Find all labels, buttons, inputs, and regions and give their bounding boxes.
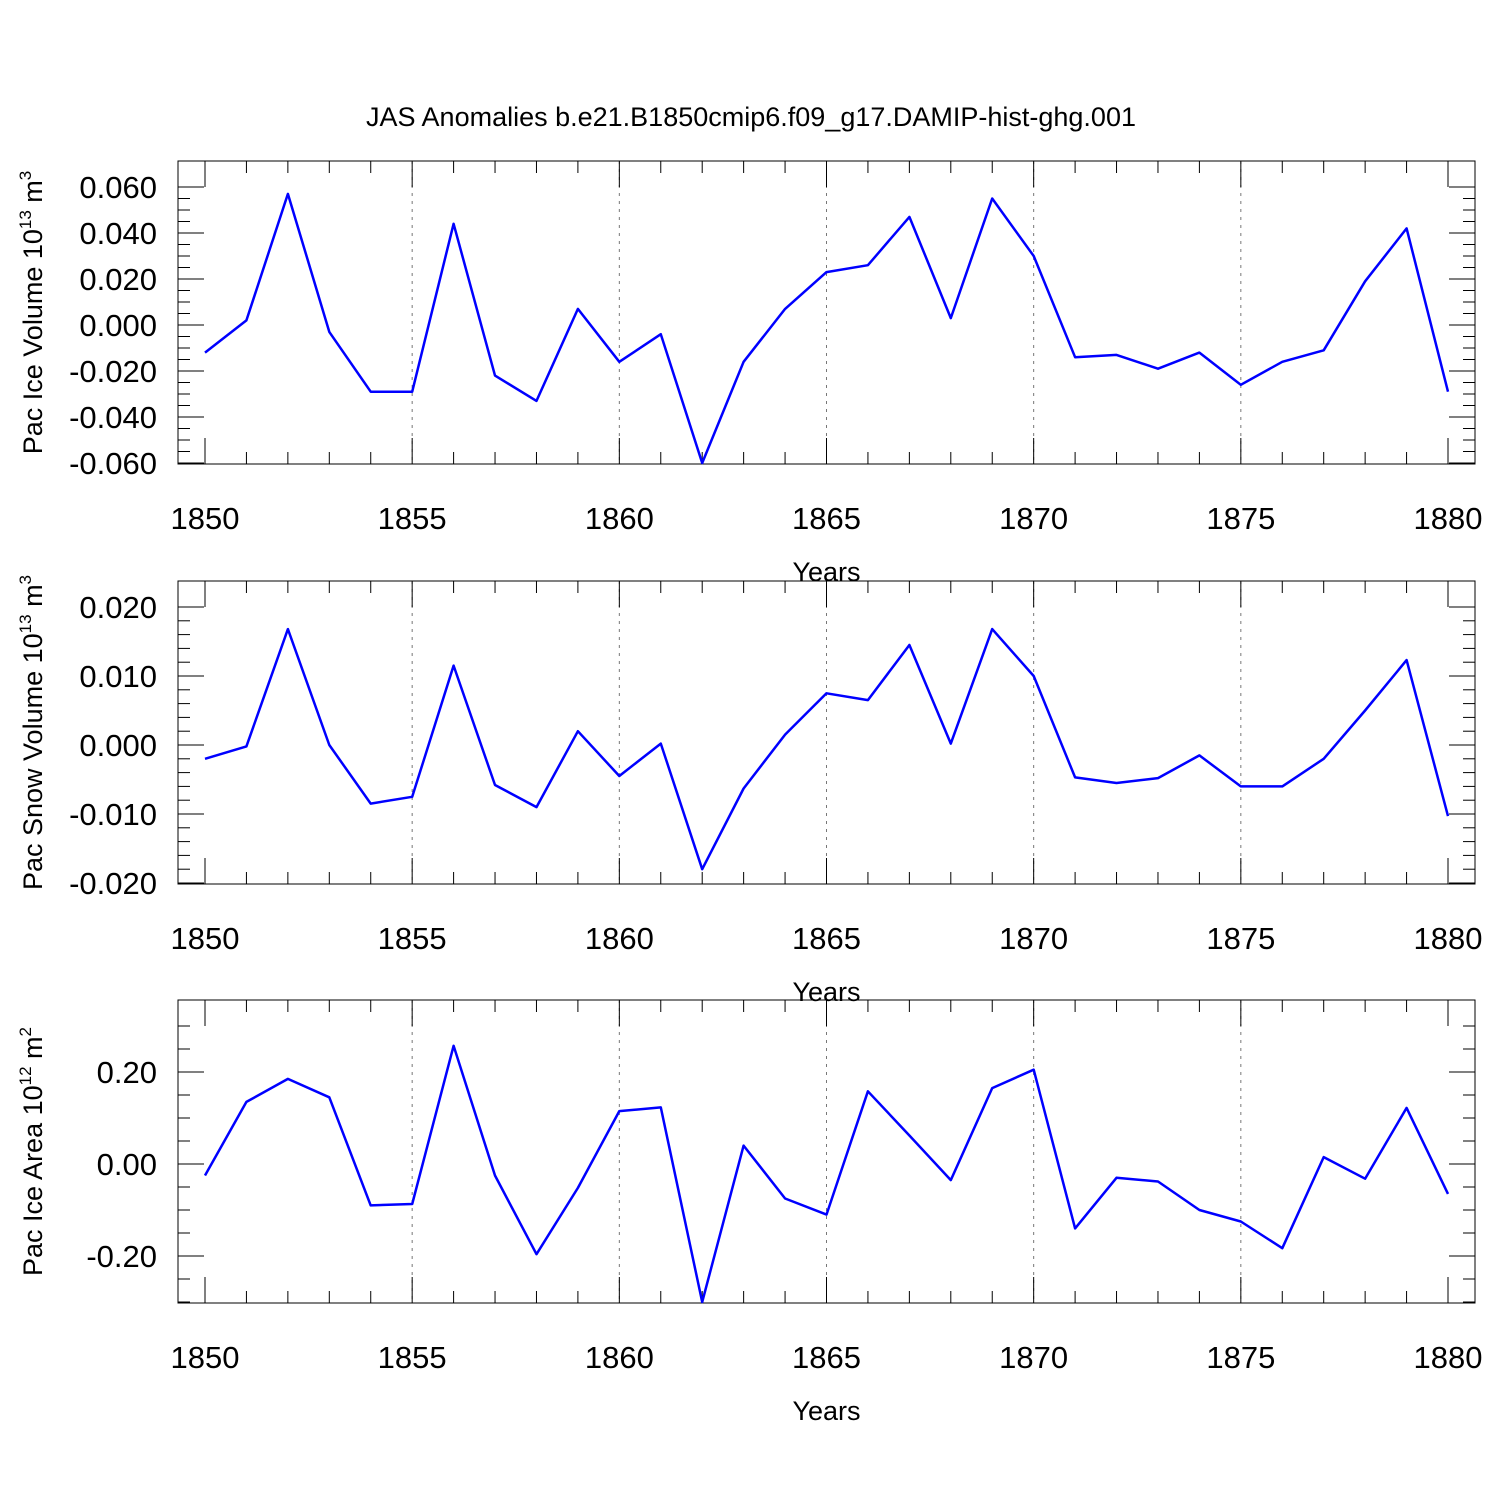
x-axis-label: Years bbox=[792, 1396, 860, 1426]
x-tick-label: 1870 bbox=[999, 921, 1068, 956]
y-tick-label: -0.020 bbox=[69, 866, 157, 901]
x-tick-label: 1880 bbox=[1414, 921, 1483, 956]
y-axis-label: Pac Ice Volume 1013 m3 bbox=[16, 171, 48, 455]
x-tick-label: 1870 bbox=[999, 1340, 1068, 1375]
x-tick-label: 1865 bbox=[792, 501, 861, 536]
x-tick-label: 1860 bbox=[585, 501, 654, 536]
y-tick-label: 0.000 bbox=[79, 728, 157, 763]
y-tick-label: 0.20 bbox=[97, 1055, 157, 1090]
x-tick-label: 1865 bbox=[792, 1340, 861, 1375]
x-tick-label: 1875 bbox=[1206, 921, 1275, 956]
y-tick-label: 0.000 bbox=[79, 308, 157, 343]
y-tick-label: -0.020 bbox=[69, 354, 157, 389]
x-tick-label: 1860 bbox=[585, 1340, 654, 1375]
x-tick-label: 1855 bbox=[378, 1340, 447, 1375]
x-tick-label: 1865 bbox=[792, 921, 861, 956]
x-tick-label: 1855 bbox=[378, 501, 447, 536]
x-tick-label: 1850 bbox=[171, 501, 240, 536]
y-axis-label: Pac Snow Volume 1013 m3 bbox=[16, 575, 48, 890]
panels: 0.060 0.040 0.020 0.000 -0.020 -0.040 -0.060 18… bbox=[16, 160, 1483, 1426]
y-tick-label: 0.00 bbox=[97, 1147, 157, 1182]
y-tick-label: 0.060 bbox=[79, 170, 157, 205]
panel-2: 0.020 0.010 0.000 -0.010 -0.020 1850 1855 1860 1… bbox=[16, 575, 1482, 1007]
x-tick-label: 1850 bbox=[171, 1340, 240, 1375]
y-axis-label: Pac Ice Area 1012 m2 bbox=[16, 1027, 48, 1276]
panel-1: 0.060 0.040 0.020 0.000 -0.020 -0.040 -0.060 18… bbox=[16, 160, 1483, 587]
x-tick-label: 1880 bbox=[1414, 1340, 1483, 1375]
x-tick-label: 1860 bbox=[585, 921, 654, 956]
y-tick-label: 0.010 bbox=[79, 659, 157, 694]
y-tick-label: 0.020 bbox=[79, 590, 157, 625]
figure-title: JAS Anomalies b.e21.B1850cmip6.f09_g17.D… bbox=[366, 102, 1136, 132]
y-tick-label: 0.020 bbox=[79, 262, 157, 297]
y-tick-label: -0.010 bbox=[69, 797, 157, 832]
y-tick-label: -0.060 bbox=[69, 446, 157, 481]
x-tick-label: 1855 bbox=[378, 921, 447, 956]
y-tick-label: -0.20 bbox=[86, 1239, 157, 1274]
panel-3: 0.20 0.00 -0.20 1850 1855 1860 1865 1870 1875 188… bbox=[16, 999, 1483, 1426]
x-tick-label: 1880 bbox=[1414, 501, 1483, 536]
y-tick-label: 0.040 bbox=[79, 216, 157, 251]
x-tick-label: 1875 bbox=[1206, 501, 1275, 536]
x-tick-label: 1850 bbox=[171, 921, 240, 956]
y-tick-label: -0.040 bbox=[69, 400, 157, 435]
x-tick-label: 1870 bbox=[999, 501, 1068, 536]
x-tick-label: 1875 bbox=[1206, 1340, 1275, 1375]
